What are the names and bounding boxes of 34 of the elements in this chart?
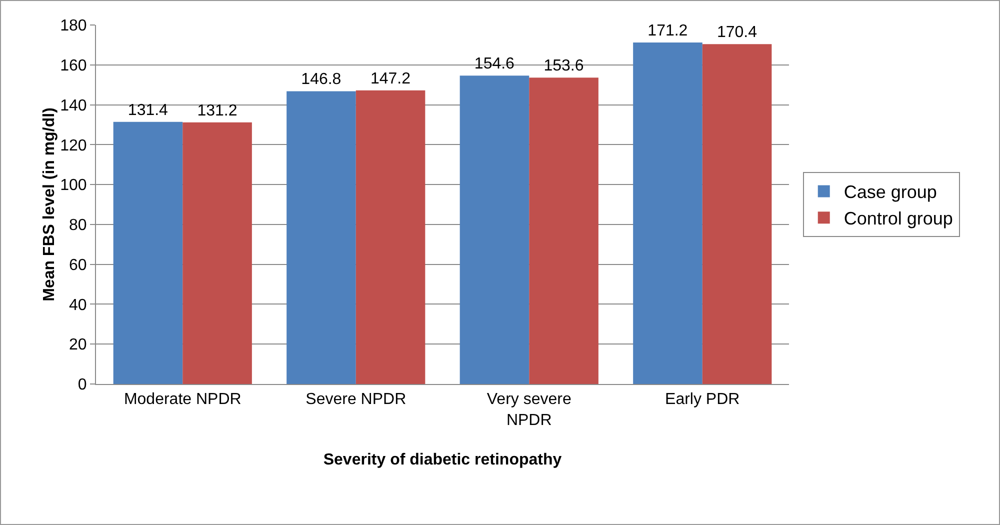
y-axis-title: Mean FBS level (in mg/dl)	[41, 108, 58, 302]
y-tick-label: 140	[60, 97, 87, 114]
y-tick-label: 180	[60, 18, 87, 35]
data-label: 171.2	[648, 22, 688, 40]
data-label: 153.6	[544, 58, 584, 75]
x-tick-label: Early PDR	[665, 391, 740, 408]
bar	[182, 122, 252, 384]
legend-label: Control group	[844, 208, 953, 229]
data-label: 131.4	[128, 102, 168, 119]
bar	[113, 122, 183, 384]
x-tick-label: Moderate NPDR	[124, 391, 242, 408]
y-tick-label: 40	[69, 296, 87, 314]
y-tick-label: 60	[69, 256, 87, 274]
bar	[286, 91, 356, 384]
bar	[356, 90, 426, 384]
data-label: 146.8	[301, 71, 342, 88]
data-label: 170.4	[716, 24, 758, 42]
y-tick-label: 120	[60, 137, 87, 154]
data-label: 131.2	[197, 102, 238, 120]
y-tick-label: 100	[60, 177, 87, 194]
y-tick-label: 0	[78, 376, 87, 394]
x-tick-label: Severe NPDR	[306, 391, 406, 408]
y-tick-label: 20	[69, 336, 87, 354]
x-tick-label: Very severe NPDR	[486, 391, 572, 429]
bar	[460, 76, 530, 384]
legend-label: Case group	[844, 182, 937, 202]
bar	[633, 42, 702, 384]
y-tick-label: 80	[69, 217, 87, 234]
bar	[529, 78, 598, 384]
data-label: 147.2	[370, 70, 411, 88]
data-label: 154.6	[474, 56, 515, 73]
bar	[702, 44, 772, 384]
y-tick-label: 160	[60, 57, 87, 74]
x-axis-title: Severity of diabetic retinopathy	[323, 452, 562, 469]
